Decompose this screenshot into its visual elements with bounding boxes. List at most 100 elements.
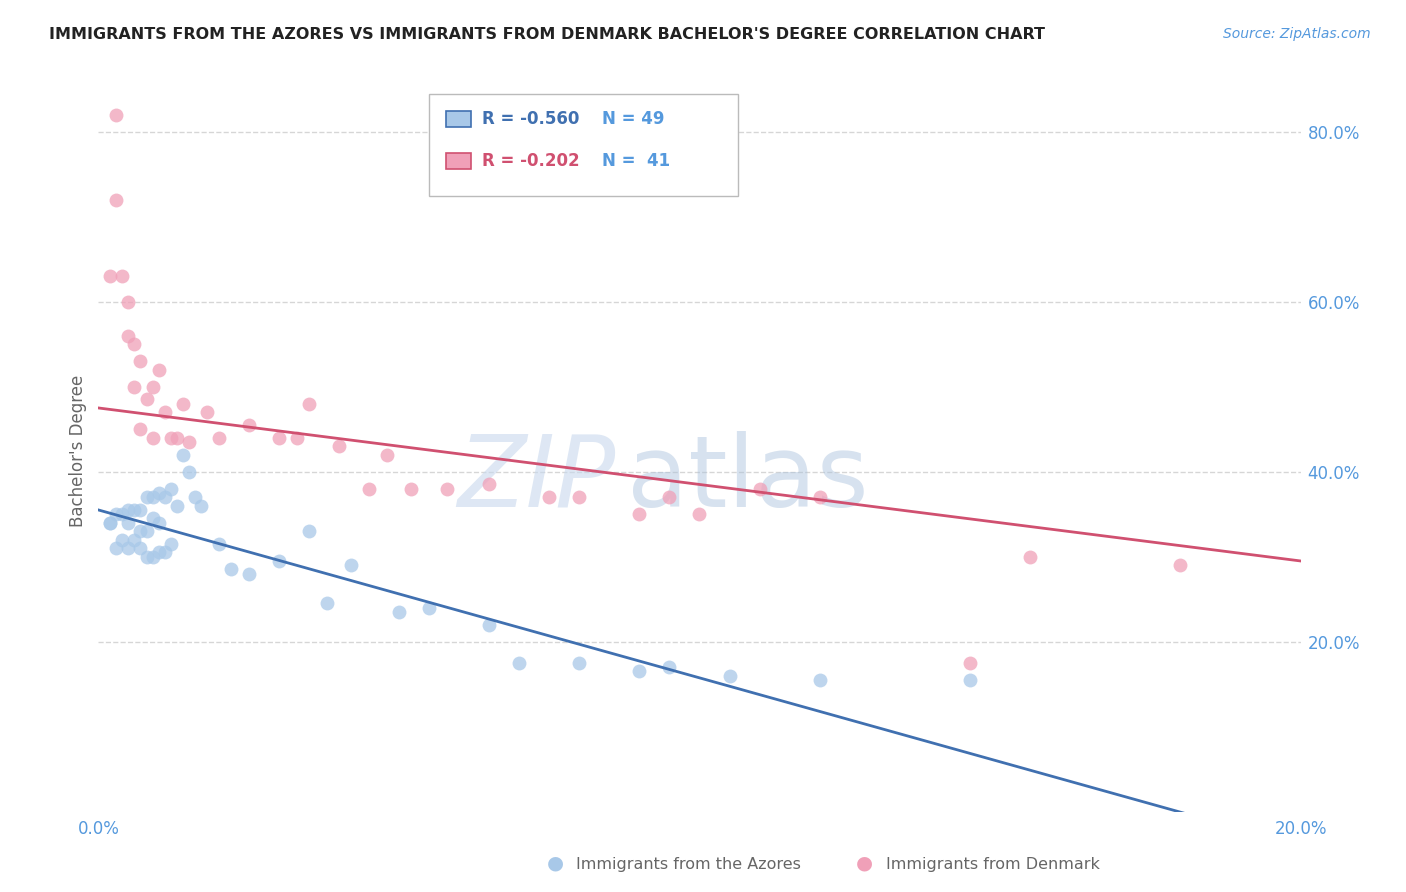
Text: N =  41: N = 41 [602,152,669,169]
Point [238,417,260,432]
Point [478,617,501,632]
Point [141,431,163,445]
Point [159,537,181,551]
Point [124,503,146,517]
Point [508,656,530,670]
Point [315,597,337,611]
Point [148,516,170,530]
Point [388,605,411,619]
Point [159,431,181,445]
Point [135,392,157,407]
Point [117,294,139,309]
Point [340,558,363,573]
Point [141,380,163,394]
Point [141,511,163,525]
Point [129,541,152,556]
Point [100,269,122,284]
Point [111,507,134,521]
Point [658,490,681,504]
Point [172,397,194,411]
Point [238,566,260,581]
Text: ●: ● [856,854,873,872]
Point [628,665,651,679]
Point [568,490,591,504]
Text: ZIP: ZIP [457,431,616,528]
Point [117,328,139,343]
Point [124,533,146,547]
Point [153,490,176,504]
Point [568,656,591,670]
Point [105,193,128,207]
Point [298,397,321,411]
Text: IMMIGRANTS FROM THE AZORES VS IMMIGRANTS FROM DENMARK BACHELOR'S DEGREE CORRELAT: IMMIGRANTS FROM THE AZORES VS IMMIGRANTS… [49,27,1045,42]
Point [129,524,152,539]
Point [100,516,122,530]
Point [111,269,134,284]
Point [124,337,146,351]
Point [183,490,205,504]
Point [141,549,163,564]
Y-axis label: Bachelor's Degree: Bachelor's Degree [69,375,87,526]
Point [267,554,290,568]
Point [298,524,321,539]
Point [105,108,128,122]
Text: Immigrants from the Azores: Immigrants from the Azores [576,857,801,872]
Point [208,431,231,445]
Text: R = -0.202: R = -0.202 [482,152,579,169]
Point [153,545,176,559]
Point [100,516,122,530]
Point [808,490,831,504]
Point [418,600,440,615]
Point [117,541,139,556]
Point [117,516,139,530]
Point [195,405,218,419]
Point [219,562,242,576]
Point [177,434,200,449]
Point [141,490,163,504]
Point [172,448,194,462]
Text: R = -0.560: R = -0.560 [482,110,579,128]
Point [111,533,134,547]
Point [688,507,710,521]
Point [375,448,398,462]
Point [129,354,152,368]
Point [959,673,981,687]
Text: Immigrants from Denmark: Immigrants from Denmark [886,857,1099,872]
Point [129,422,152,436]
Text: ●: ● [547,854,564,872]
Point [124,380,146,394]
Point [1170,558,1192,573]
Point [436,482,458,496]
Point [1019,549,1042,564]
Point [166,499,188,513]
Point [166,431,188,445]
Text: Source: ZipAtlas.com: Source: ZipAtlas.com [1223,27,1371,41]
Text: atlas: atlas [627,431,869,528]
Point [148,486,170,500]
Point [153,405,176,419]
Point [105,507,128,521]
Point [148,545,170,559]
Point [135,549,157,564]
Point [135,490,157,504]
Point [267,431,290,445]
Point [748,482,770,496]
Point [357,482,380,496]
Point [628,507,651,521]
Point [285,431,308,445]
Point [117,503,139,517]
Point [177,465,200,479]
Point [208,537,231,551]
Point [135,524,157,539]
Point [808,673,831,687]
Point [959,656,981,670]
Point [148,362,170,376]
Point [718,669,741,683]
Point [105,541,128,556]
Point [399,482,422,496]
Point [538,490,561,504]
Point [478,477,501,491]
Point [190,499,212,513]
Point [159,482,181,496]
Point [129,503,152,517]
